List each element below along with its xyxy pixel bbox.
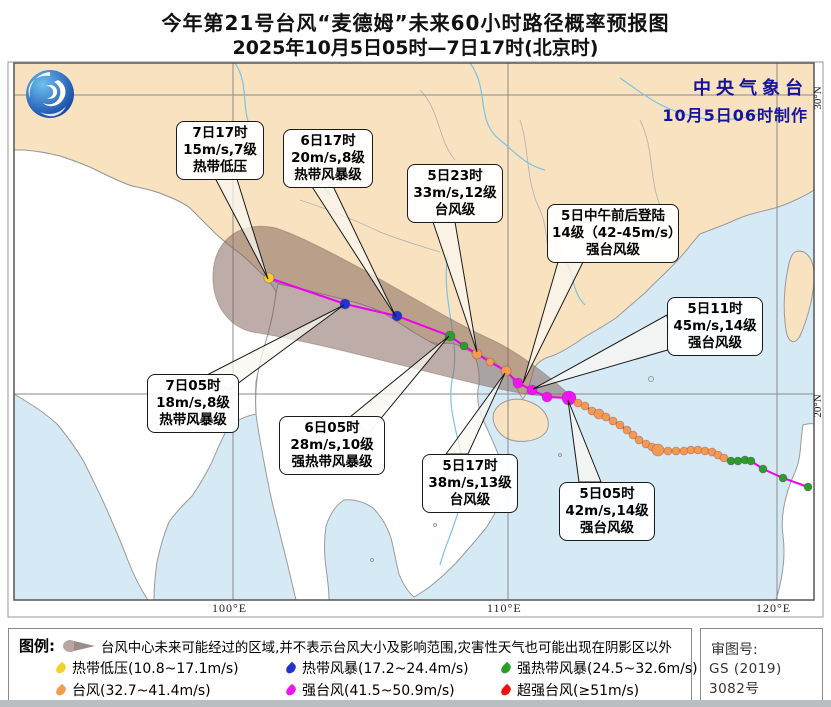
severe-tropical-storm-icon	[499, 661, 513, 676]
agency-name: 中央气象台	[693, 78, 808, 99]
license-number: GS (2019) 3082号	[709, 661, 782, 697]
cma-logo-icon	[24, 68, 76, 120]
lon-label-120e: 120°E	[756, 601, 792, 615]
callout-5d23h: 5日23时 33m/s,12级 台风级	[407, 164, 503, 223]
typhoon-track-points	[263, 272, 813, 492]
callout-pointers	[203, 175, 672, 483]
callout-5d05h: 5日05时 42m/s,14级 强台风级	[559, 482, 655, 541]
legend-item-td: 热带低压(10.8~17.1m/s)	[54, 658, 239, 677]
bottom-divider	[0, 700, 831, 707]
map-license: 审图号: GS (2019) 3082号	[700, 628, 823, 703]
legend-cone-note: 台风中心未来可能经过的区域,并不表示台风大小及影响范围,灾害性天气也可能出现在阴…	[101, 641, 672, 656]
map-frame	[13, 62, 815, 601]
callout-7d17h: 7日17时 15m/s,7级 热带低压	[176, 121, 264, 180]
tropical-storm-icon	[284, 661, 298, 676]
callout-landfall: 5日中午前后登陆 14级（42-45m/s） 强台风级	[547, 204, 682, 263]
page-subtitle: 2025年10月5日05时—7日17时(北京时)	[232, 37, 599, 59]
lat-label-20n: 20°N	[812, 394, 824, 418]
hainan-island	[492, 398, 549, 442]
callout-6d17h: 6日17时 20m/s,8级 热带风暴级	[283, 129, 373, 188]
page-title: 今年第21号台风“麦德姆”未来60小时路径概率预报图	[161, 11, 670, 35]
legend-item-ty: 台风(32.7~41.4m/s)	[54, 680, 211, 699]
cone-icon	[63, 638, 97, 657]
callout-7d05h: 7日05时 18m/s,8级 热带风暴级	[147, 374, 239, 433]
legend-item-sts: 强热带风暴(24.5~32.6m/s)	[499, 658, 698, 677]
luzon-island	[775, 423, 814, 600]
callout-5d11h: 5日11时 45m/s,14级 强台风级	[667, 297, 763, 356]
legend-item-ts: 热带风暴(17.2~24.4m/s)	[284, 658, 469, 677]
forecast-probability-cone	[212, 225, 573, 400]
lat-label-30n: 30°N	[812, 86, 824, 110]
legend: 图例: 台风中心未来可能经过的区域,并不表示台风大小及影响范围,灾害性天气也可能…	[8, 628, 698, 703]
agency-credit: 中央气象台 10月5日06时制作	[556, 74, 808, 126]
lon-label-110e: 110°E	[487, 601, 522, 615]
lon-label-100e: 100°E	[212, 601, 248, 615]
legend-title: 图例:	[19, 637, 55, 655]
callout-5d17h: 5日17时 38m/s,13级 台风级	[422, 454, 518, 513]
super-typhoon-icon	[499, 683, 513, 698]
myanmar-landmass	[14, 149, 277, 600]
issue-time: 10月5日06时制作	[662, 106, 808, 125]
license-label: 审图号:	[711, 642, 758, 658]
callout-6d05h: 6日05时 28m/s,10级 强热带风暴级	[279, 416, 385, 475]
outer-frame	[7, 61, 824, 618]
legend-item-sty: 强台风(41.5~50.9m/s)	[284, 680, 455, 699]
legend-item-superty: 超强台风(≥51m/s)	[499, 680, 639, 699]
typhoon-icon	[54, 683, 68, 698]
tropical-depression-icon	[54, 661, 68, 676]
severe-typhoon-icon	[284, 683, 298, 698]
